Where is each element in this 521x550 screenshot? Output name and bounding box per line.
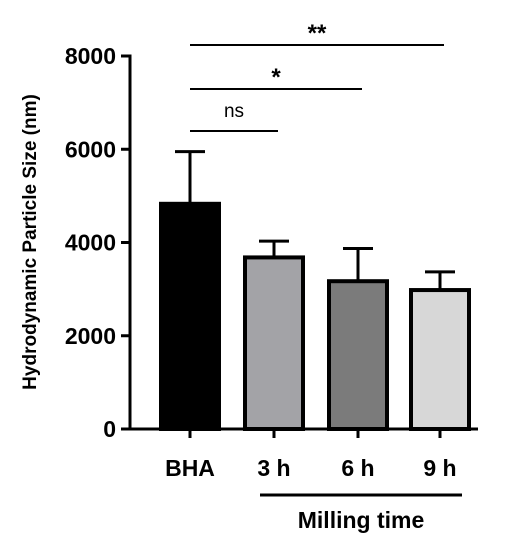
bar [243, 255, 305, 432]
y-tick-label: 4000 [65, 230, 116, 256]
x-tick-label: 3 h [257, 455, 290, 481]
bar [327, 279, 389, 432]
x-tick-label: 6 h [341, 455, 374, 481]
x-tick-label: 9 h [423, 455, 456, 481]
significance-label: ns [224, 101, 244, 122]
x-tick-label: BHA [165, 455, 215, 481]
y-tick-label: 6000 [65, 136, 116, 162]
bar [409, 288, 471, 431]
y-tick-label: 2000 [65, 323, 116, 349]
group-label: Milling time [298, 507, 425, 533]
y-axis-label: Hydrodynamic Particle Size (nm) [20, 94, 41, 390]
bar [159, 201, 221, 431]
y-tick-label: 8000 [65, 43, 116, 69]
y-tick-label: 0 [103, 416, 116, 442]
significance-label: ** [308, 20, 327, 47]
significance-label: * [271, 64, 281, 91]
